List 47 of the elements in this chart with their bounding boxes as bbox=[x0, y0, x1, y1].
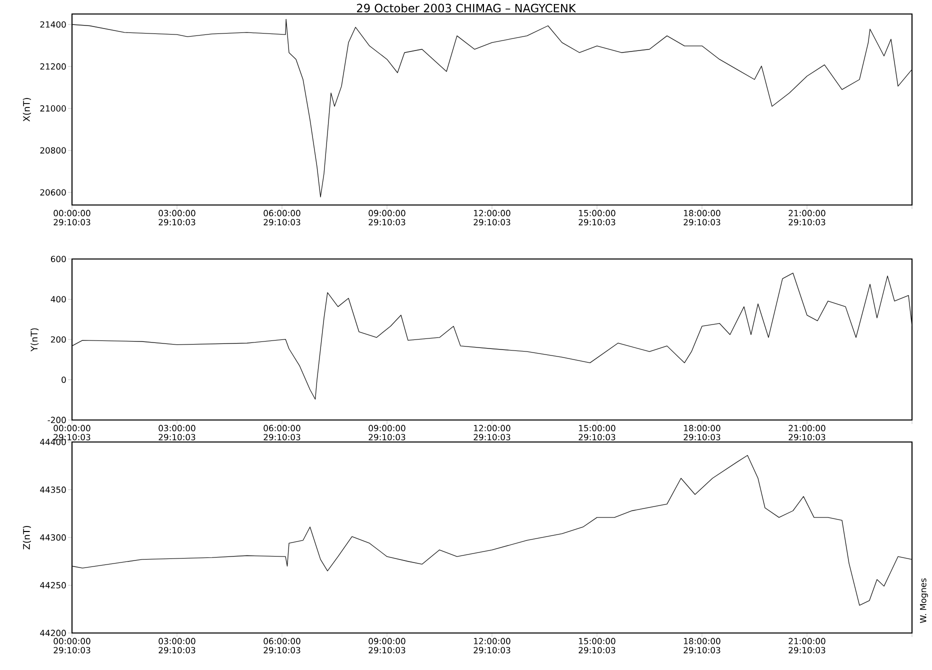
y-tick-label: 200 bbox=[50, 336, 66, 343]
x-tick-label: 09:00:00 29:10:03 bbox=[368, 638, 406, 654]
y-axis-title: X(nT) bbox=[22, 98, 31, 122]
y-tick-label: 0 bbox=[62, 376, 66, 383]
y-axis-title: Z(nT) bbox=[22, 526, 31, 550]
x-tick-label: 03:00:00 29:10:03 bbox=[158, 424, 196, 440]
y-tick-label: 44350 bbox=[40, 486, 66, 493]
x-tick-label: 12:00:00 29:10:03 bbox=[474, 638, 510, 654]
x-tick-label: 06:00:00 29:10:03 bbox=[264, 638, 300, 654]
x-tick-label: 03:00:00 29:10:03 bbox=[158, 210, 196, 226]
x-tick-label: 00:00:00 29:10:03 bbox=[54, 638, 90, 654]
y-tick-label: 44400 bbox=[40, 438, 66, 446]
x-tick-label: 12:00:00 29:10:03 bbox=[474, 424, 510, 440]
x-tick-label: 21:00:00 29:10:03 bbox=[788, 638, 826, 654]
x-tick-label: 03:00:00 29:10:03 bbox=[158, 638, 196, 654]
y-axis-title: Y(nT) bbox=[30, 328, 39, 352]
x-tick-label: 15:00:00 29:10:03 bbox=[578, 424, 616, 440]
y-tick-label: -200 bbox=[48, 416, 66, 424]
y-tick-label: 44300 bbox=[40, 534, 66, 541]
x-tick-label: 12:00:00 29:10:03 bbox=[474, 210, 510, 226]
x-tick-label: 18:00:00 29:10:03 bbox=[684, 424, 720, 440]
line-series bbox=[72, 18, 912, 198]
y-tick-label: 400 bbox=[50, 296, 66, 302]
y-tick-label: 44200 bbox=[40, 630, 66, 636]
y-tick-label: 600 bbox=[50, 256, 66, 262]
x-tick-label: 06:00:00 29:10:03 bbox=[264, 424, 300, 440]
x-tick-label: 15:00:00 29:10:03 bbox=[578, 638, 616, 654]
line-series bbox=[72, 455, 912, 606]
x-tick-label: 21:00:00 29:10:03 bbox=[788, 424, 826, 440]
x-tick-label: 18:00:00 29:10:03 bbox=[684, 210, 720, 226]
y-tick-label: 21400 bbox=[40, 21, 66, 28]
x-tick-label: 21:00:00 29:10:03 bbox=[788, 210, 826, 226]
x-tick-label: 09:00:00 29:10:03 bbox=[368, 424, 406, 440]
x-tick-label: 00:00:00 29:10:03 bbox=[54, 210, 90, 226]
text: W. Mognes bbox=[920, 578, 928, 624]
y-tick-label: 21000 bbox=[40, 105, 66, 112]
x-tick-label: 15:00:00 29:10:03 bbox=[578, 210, 616, 226]
y-tick-label: 20800 bbox=[40, 147, 66, 154]
x-tick-label: 06:00:00 29:10:03 bbox=[264, 210, 300, 226]
y-tick-label: 21200 bbox=[40, 63, 66, 70]
y-tick-label: 20600 bbox=[40, 189, 66, 196]
y-tick-label: 44250 bbox=[40, 582, 66, 588]
x-tick-label: 00:00:00 29:10:03 bbox=[54, 424, 90, 440]
line-series bbox=[72, 272, 912, 400]
x-tick-label: 18:00:00 29:10:03 bbox=[684, 638, 720, 654]
x-tick-label: 09:00:00 29:10:03 bbox=[368, 210, 406, 226]
chart-title: 29 October 2003 CHIMAG – NAGYCENK bbox=[356, 4, 576, 12]
